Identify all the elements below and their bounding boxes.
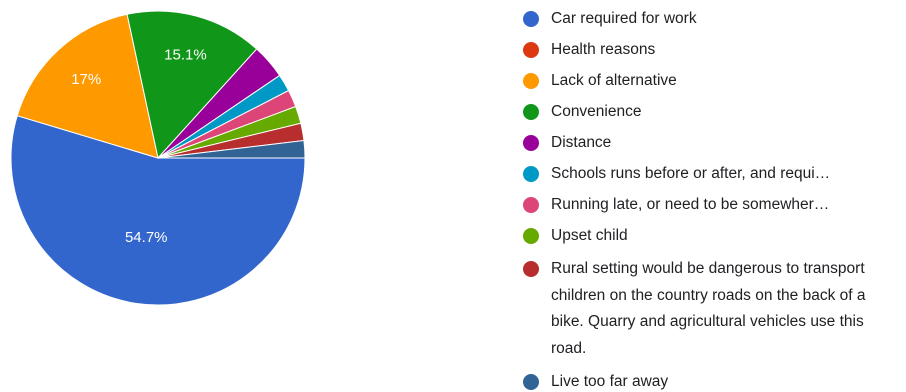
legend-label-5: Schools runs before or after, and requi… [551, 165, 831, 182]
legend-item-7[interactable]: Upset child [523, 225, 903, 247]
legend-swatch-5 [523, 166, 539, 182]
legend-swatch-4 [523, 135, 539, 151]
legend-item-0[interactable]: Car required for work [523, 8, 903, 30]
legend-item-2[interactable]: Lack of alternative [523, 70, 903, 92]
legend-label-7: Upset child [551, 227, 628, 244]
legend-item-8[interactable]: Rural setting would be dangerous to tran… [523, 256, 903, 362]
pie-chart: 54.7% 17% 15.1% [10, 10, 306, 306]
legend-item-4[interactable]: Distance [523, 132, 903, 154]
legend-item-6[interactable]: Running late, or need to be somewher… [523, 194, 903, 216]
slice-data-label-0: 54.7% [125, 229, 168, 246]
legend-label-3: Convenience [551, 103, 642, 120]
legend-swatch-2 [523, 73, 539, 89]
chart-legend: Car required for work Health reasons Lack … [523, 8, 903, 392]
legend-item-1[interactable]: Health reasons [523, 39, 903, 61]
legend-label-0: Car required for work [551, 10, 697, 27]
slice-data-label-3: 15.1% [164, 47, 207, 64]
legend-swatch-6 [523, 197, 539, 213]
legend-label-2: Lack of alternative [551, 72, 677, 89]
legend-label-6: Running late, or need to be somewher… [551, 196, 830, 213]
legend-swatch-8 [523, 261, 539, 277]
legend-swatch-0 [523, 11, 539, 27]
legend-label-8: Rural setting would be dangerous to tran… [551, 260, 866, 357]
pie-slice-0[interactable] [10, 115, 306, 306]
legend-label-9: Live too far away [551, 373, 669, 390]
slice-data-label-2: 17% [71, 71, 101, 88]
legend-label-1: Health reasons [551, 41, 656, 58]
legend-item-5[interactable]: Schools runs before or after, and requi… [523, 163, 903, 185]
legend-swatch-3 [523, 104, 539, 120]
pie-slice-2[interactable] [16, 13, 159, 159]
legend-item-9[interactable]: Live too far away [523, 371, 903, 392]
legend-swatch-1 [523, 42, 539, 58]
legend-item-3[interactable]: Convenience [523, 101, 903, 123]
pie-slice-9[interactable] [157, 139, 306, 159]
legend-swatch-7 [523, 228, 539, 244]
legend-swatch-9 [523, 374, 539, 390]
legend-label-4: Distance [551, 134, 612, 151]
pie-slice-3[interactable] [126, 10, 258, 160]
